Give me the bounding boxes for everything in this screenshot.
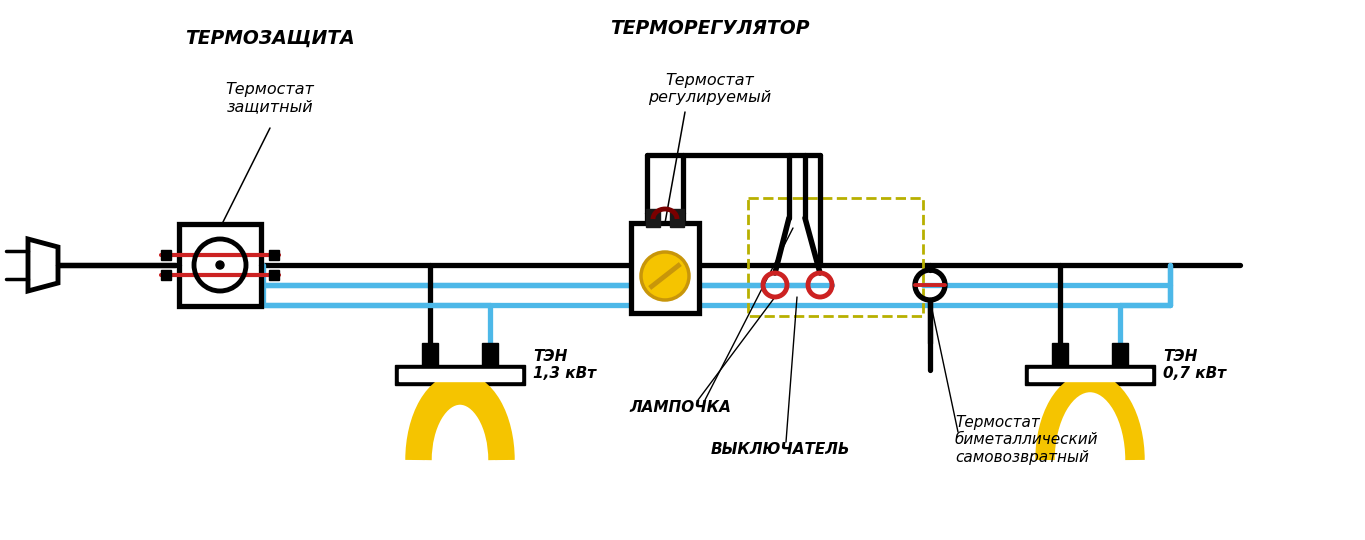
Bar — [670, 209, 684, 227]
Bar — [482, 343, 498, 367]
Text: ТЕРМОРЕГУЛЯТОР: ТЕРМОРЕГУЛЯТОР — [610, 18, 809, 37]
Text: ТЭН
1,3 кВт: ТЭН 1,3 кВт — [532, 349, 597, 381]
Bar — [422, 343, 438, 367]
Bar — [646, 209, 661, 227]
Bar — [179, 224, 261, 306]
Bar — [1029, 369, 1151, 381]
Text: ВЫКЛЮЧАТЕЛЬ: ВЫКЛЮЧАТЕЛЬ — [710, 442, 850, 457]
Bar — [1112, 343, 1127, 367]
Bar — [631, 223, 699, 313]
Text: Термостат
регулируемый: Термостат регулируемый — [648, 73, 771, 105]
Bar — [1025, 365, 1155, 385]
Bar — [269, 250, 278, 260]
Bar — [161, 250, 171, 260]
Text: ТЕРМОЗАЩИТА: ТЕРМОЗАЩИТА — [186, 29, 355, 48]
Bar — [161, 270, 171, 280]
Text: ТЭН
0,7 кВт: ТЭН 0,7 кВт — [1163, 349, 1226, 381]
Bar — [748, 198, 923, 316]
Text: Термостат
биметаллический
самовозвратный: Термостат биметаллический самовозвратный — [955, 415, 1099, 465]
Circle shape — [216, 261, 224, 269]
Text: ЛАМПОЧКА: ЛАМПОЧКА — [629, 401, 730, 415]
Text: Термостат
защитный: Термостат защитный — [225, 82, 314, 114]
Bar — [269, 270, 278, 280]
Bar — [399, 369, 521, 381]
Bar — [1052, 343, 1067, 367]
Circle shape — [642, 252, 689, 300]
Bar — [394, 365, 526, 385]
